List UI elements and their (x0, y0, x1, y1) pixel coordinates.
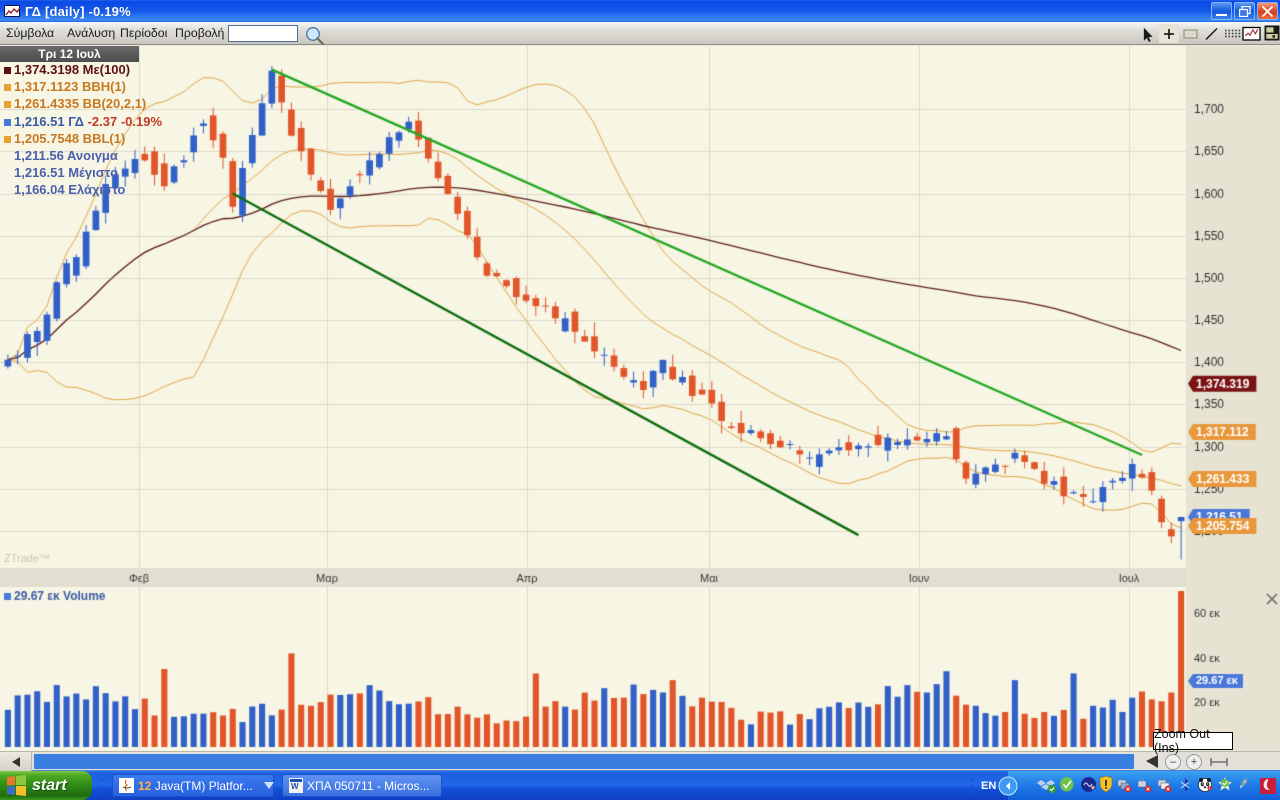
svg-text:!: ! (1209, 786, 1210, 790)
svg-text:W: W (291, 782, 299, 791)
